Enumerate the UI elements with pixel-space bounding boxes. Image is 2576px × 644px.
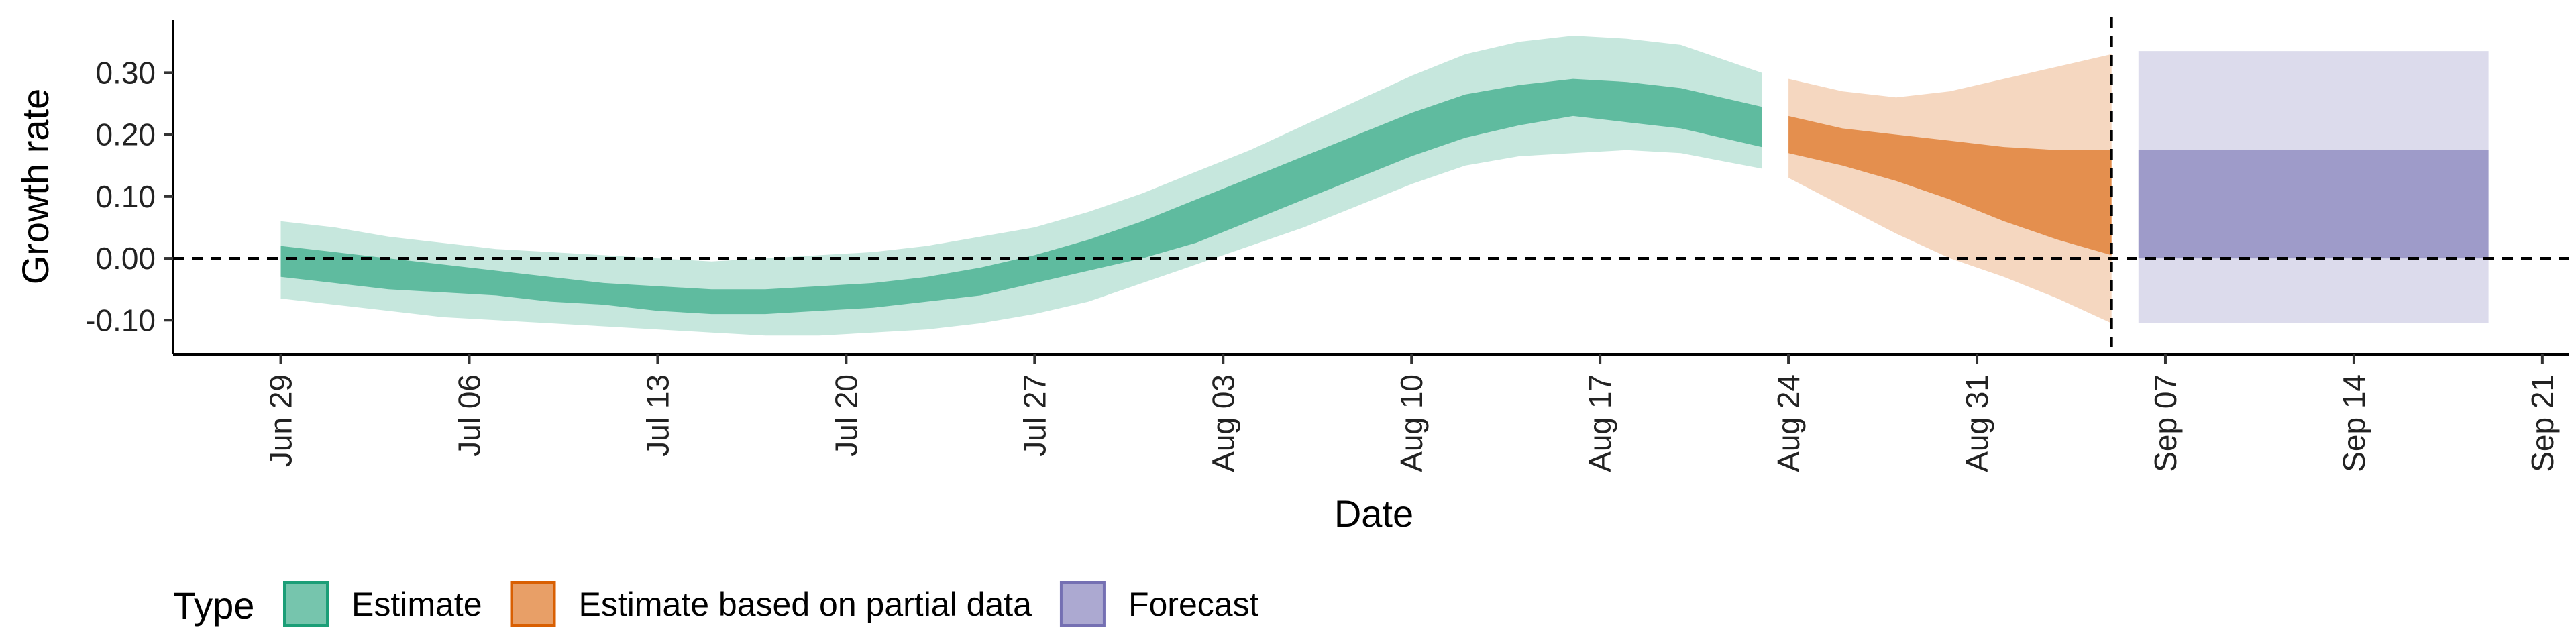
x-axis-ticks: Jun 29 Jul 06 Jul 13 Jul 20 Jul 27 Aug 03 Aug … xyxy=(264,354,2560,472)
legend-swatch-forecast xyxy=(1059,581,1106,627)
legend-swatch-estimate-based-on-partial-data xyxy=(510,581,556,627)
x-tick-label: Sep 21 xyxy=(2525,374,2560,472)
x-tick-label: Aug 31 xyxy=(1960,374,1994,472)
y-tick-label: -0.10 xyxy=(85,303,156,337)
y-tick-label: 0.00 xyxy=(95,241,156,276)
x-tick-label: Sep 07 xyxy=(2148,374,2183,472)
y-tick-label: 0.10 xyxy=(95,179,156,214)
estimate-band-50 xyxy=(280,78,1762,315)
y-axis-ticks: -0.10 0.00 0.10 0.20 0.30 xyxy=(85,55,173,337)
x-tick-label: Jul 27 xyxy=(1017,374,1052,457)
y-tick-label: 0.30 xyxy=(95,55,156,90)
legend-label-estimate-based-on-partial-data: Estimate based on partial data xyxy=(579,586,1032,623)
uncertainty-bands xyxy=(280,36,2489,336)
legend-title: Type xyxy=(173,584,254,627)
legend-label-estimate: Estimate xyxy=(352,586,482,623)
reference-lines xyxy=(173,17,2569,354)
legend-swatch-estimate xyxy=(283,581,329,627)
x-tick-label: Sep 14 xyxy=(2337,374,2371,472)
x-axis-title: Date xyxy=(1334,492,1413,535)
x-tick-label: Aug 17 xyxy=(1582,374,1617,472)
estimate-band-90 xyxy=(280,36,1762,336)
x-tick-label: Jul 20 xyxy=(828,374,863,457)
x-tick-label: Aug 24 xyxy=(1771,374,1806,472)
x-tick-label: Jun 29 xyxy=(264,374,299,467)
estimate-based-on-partial-data-band-50 xyxy=(1788,115,2112,256)
x-tick-label: Aug 03 xyxy=(1205,374,1240,472)
y-tick-label: 0.20 xyxy=(95,117,156,152)
legend: Type Estimate Estimate based on partial d… xyxy=(173,581,1259,627)
x-tick-label: Jul 06 xyxy=(452,374,487,457)
x-tick-label: Jul 13 xyxy=(640,374,675,457)
legend-label-forecast: Forecast xyxy=(1128,586,1259,623)
x-tick-label: Aug 10 xyxy=(1394,374,1429,472)
axes xyxy=(172,20,2569,356)
y-axis-title: Growth rate xyxy=(14,89,56,285)
forecast-band-50 xyxy=(2138,150,2489,259)
